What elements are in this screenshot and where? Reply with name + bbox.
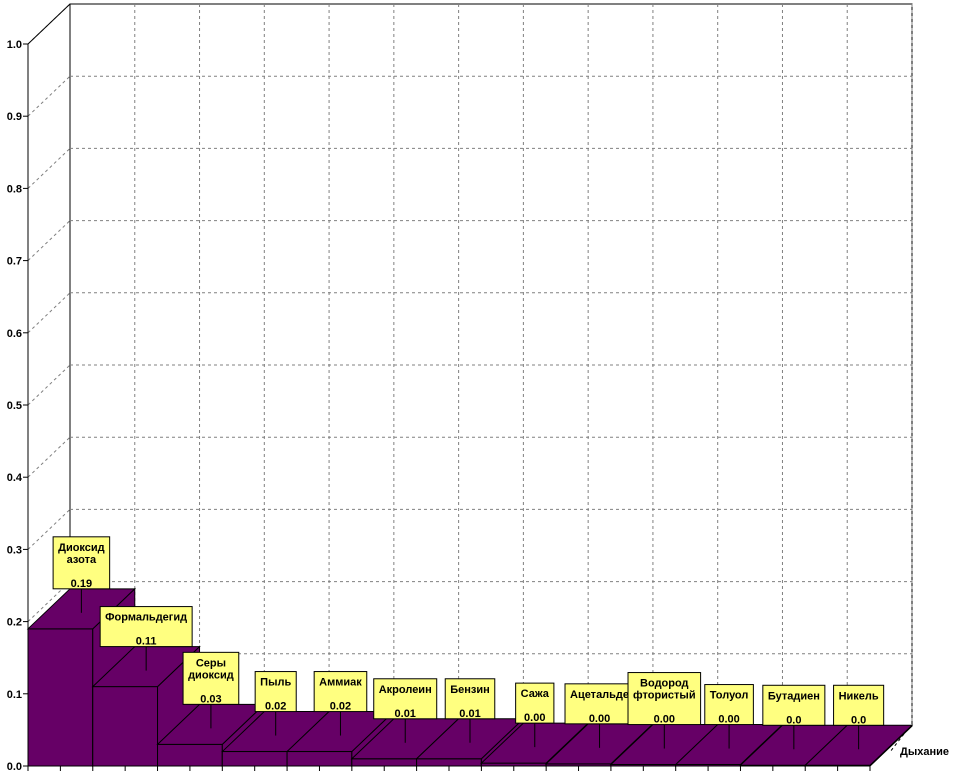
- y-tick-label: 0.0: [7, 761, 22, 772]
- y-tick-label: 0.4: [7, 472, 23, 484]
- callout-value-label: 0.00: [589, 713, 610, 725]
- bar-front-face: [157, 743, 223, 767]
- callout-box: [762, 684, 826, 726]
- y-tick-label: 0.7: [7, 256, 22, 268]
- callout-category-label: азота: [67, 554, 97, 566]
- bar-front-face: [27, 628, 94, 767]
- callout-box: [833, 684, 885, 726]
- y-tick-label: 0.5: [7, 400, 22, 412]
- data-callout: Бутадиен 0.0: [762, 684, 826, 750]
- callout-category-label: Пыль: [260, 677, 291, 689]
- callout-category-label: Ацетальде: [570, 689, 629, 701]
- callout-category-label: Водород: [640, 678, 689, 690]
- callout-box: [564, 683, 635, 725]
- callout-value-label: 0.01: [459, 708, 480, 720]
- callout-box: [627, 672, 702, 726]
- y-tick-label: 0.6: [7, 328, 22, 340]
- callout-box: [515, 682, 555, 724]
- callout-category-label: Акролеин: [379, 684, 432, 696]
- callout-category-label: Формальдегид: [105, 612, 187, 624]
- bar-front-face: [351, 758, 418, 767]
- bar-front-face: [221, 751, 288, 767]
- callout-box: [99, 606, 193, 648]
- bar-front-face: [92, 686, 159, 767]
- callout-box: [444, 678, 496, 720]
- callout-value-label: 0.11: [136, 636, 157, 648]
- callout-value-label: 0.02: [265, 701, 286, 713]
- callout-box: [373, 678, 438, 720]
- callout-box: [182, 651, 240, 705]
- bars-layer: [26, 587, 914, 768]
- callout-category-label: Бензин: [450, 684, 490, 696]
- callout-category-label: Бутадиен: [768, 690, 820, 702]
- data-callout: Пыль 0.02: [254, 671, 297, 736]
- side-gridline: [27, 220, 71, 261]
- callout-category-label: Аммиак: [319, 677, 362, 689]
- data-callout: Акролеин 0.01: [373, 678, 438, 743]
- callout-category-label: Диоксид: [58, 542, 105, 554]
- y-tick-label: 0.2: [7, 617, 22, 629]
- callout-category-label: Никель: [839, 690, 879, 702]
- callout-box: [52, 536, 111, 590]
- side-gridline: [27, 509, 71, 550]
- callout-value-label: 0.0: [786, 714, 801, 726]
- data-callout: Аммиак 0.02: [313, 671, 368, 736]
- left-wall-top-edge: [27, 3, 71, 45]
- side-gridline: [27, 436, 71, 478]
- y-tick-label: 0.3: [7, 544, 22, 556]
- callout-category-label: фтористый: [633, 690, 696, 702]
- callout-value-label: 0.01: [395, 708, 416, 720]
- side-gridline: [27, 292, 71, 334]
- y-tick-label: 0.1: [7, 689, 22, 701]
- y-tick-label: 0.9: [7, 111, 22, 123]
- callout-value-label: 0.19: [71, 578, 92, 590]
- data-callout: Никель 0.0: [833, 684, 885, 750]
- side-gridline: [27, 148, 71, 189]
- side-gridline: [27, 364, 71, 406]
- depth-label-leader: [889, 733, 905, 753]
- bar-front-face: [416, 758, 482, 767]
- callout-value-label: 0.02: [330, 701, 351, 713]
- callout-category-label: Серы: [196, 657, 226, 669]
- depth-category-label: Дыхание: [900, 746, 949, 758]
- y-tick-label: 0.8: [7, 183, 22, 195]
- callout-box: [704, 684, 754, 726]
- callout-category-label: Толуол: [710, 690, 749, 702]
- data-callout: Формальдегид 0.11: [99, 606, 193, 671]
- callout-box: [254, 671, 297, 713]
- grid-layer: [27, 3, 913, 727]
- callout-value-label: 0.00: [718, 714, 739, 726]
- bar-front-face: [286, 751, 353, 767]
- y-tick-label: 1.0: [7, 39, 22, 51]
- data-callout: Толуол 0.00: [704, 684, 754, 749]
- callout-box: [313, 671, 368, 713]
- data-callout: Бензин 0.01: [444, 678, 496, 743]
- callout-value-label: 0.0: [851, 714, 866, 726]
- side-gridline: [27, 75, 71, 117]
- callout-category-label: диоксид: [188, 669, 234, 681]
- callout-value-label: 0.03: [200, 693, 221, 705]
- callout-value-label: 0.00: [524, 712, 545, 724]
- callout-category-label: Сажа: [521, 688, 550, 700]
- data-callout: Ацетальде 0.00: [564, 683, 635, 748]
- callout-value-label: 0.00: [654, 714, 675, 726]
- data-callout: Сажа 0.00: [515, 682, 555, 748]
